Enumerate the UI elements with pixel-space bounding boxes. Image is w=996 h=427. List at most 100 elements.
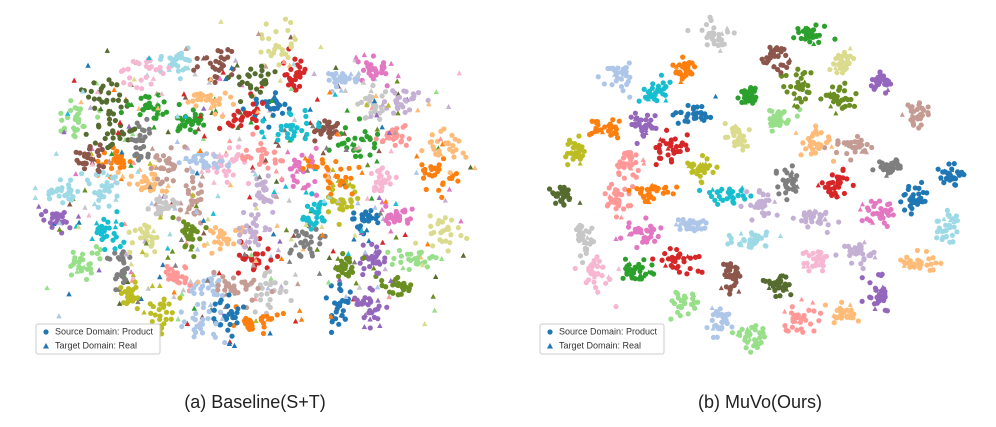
point	[279, 175, 285, 181]
point	[376, 303, 382, 309]
point	[302, 66, 308, 72]
point	[258, 73, 264, 79]
point	[816, 318, 822, 324]
point	[909, 104, 915, 110]
point	[207, 76, 214, 82]
point	[637, 268, 643, 274]
point	[572, 141, 578, 147]
point	[156, 193, 163, 199]
point	[668, 316, 674, 322]
point	[809, 133, 815, 139]
point	[928, 261, 934, 267]
point	[673, 70, 679, 76]
point	[685, 102, 691, 109]
point	[182, 155, 189, 161]
point	[622, 256, 629, 262]
point	[270, 112, 276, 118]
point	[683, 69, 689, 75]
point	[845, 97, 851, 103]
point	[200, 217, 207, 223]
point	[157, 274, 163, 280]
point	[262, 81, 268, 87]
point	[371, 314, 377, 320]
point	[349, 191, 355, 197]
point	[200, 135, 207, 141]
point	[855, 142, 861, 148]
legend-label: Source Domain: Product	[55, 326, 154, 336]
point	[882, 288, 888, 295]
point	[823, 209, 829, 215]
point	[115, 97, 121, 103]
point	[146, 100, 152, 106]
point	[369, 253, 375, 259]
point	[121, 239, 127, 245]
point	[335, 197, 342, 203]
point	[772, 198, 778, 204]
point	[156, 157, 163, 163]
point	[859, 298, 865, 304]
point	[406, 285, 412, 291]
point	[394, 282, 400, 288]
point	[279, 47, 285, 53]
point	[217, 157, 223, 163]
point	[627, 261, 633, 266]
point	[102, 135, 108, 142]
point	[681, 60, 688, 67]
point	[887, 165, 893, 171]
point	[304, 131, 310, 137]
point	[710, 334, 717, 340]
point	[139, 249, 146, 255]
point	[290, 173, 296, 179]
point	[699, 27, 705, 33]
point	[637, 271, 643, 277]
point	[368, 110, 374, 116]
point	[137, 112, 143, 118]
point	[379, 138, 385, 145]
point	[622, 186, 628, 192]
point	[126, 229, 132, 235]
point	[689, 71, 695, 77]
point	[951, 161, 957, 167]
point	[742, 196, 748, 202]
point	[96, 163, 102, 169]
point	[648, 183, 654, 189]
point	[650, 196, 657, 202]
point	[193, 208, 200, 215]
point	[361, 51, 368, 58]
point	[64, 191, 70, 197]
point	[223, 172, 229, 179]
point	[653, 161, 659, 168]
point	[732, 123, 738, 128]
point	[772, 119, 778, 125]
point	[273, 29, 279, 35]
point	[783, 327, 789, 333]
point	[398, 139, 404, 145]
point	[442, 197, 449, 203]
point	[621, 160, 627, 167]
point	[225, 303, 231, 309]
point	[270, 209, 276, 215]
point	[163, 309, 170, 315]
point	[616, 171, 622, 178]
point	[366, 310, 372, 316]
point	[817, 143, 823, 148]
point	[294, 168, 300, 174]
legend-label: Target Domain: Real	[559, 340, 641, 350]
point	[795, 314, 802, 321]
point	[288, 136, 295, 142]
point	[248, 119, 254, 125]
point	[97, 256, 103, 262]
point	[165, 271, 171, 277]
point	[636, 229, 642, 235]
point	[113, 196, 119, 202]
point	[135, 298, 141, 305]
point	[724, 25, 730, 31]
point	[848, 260, 855, 266]
point	[112, 250, 118, 256]
point	[424, 264, 431, 270]
point	[642, 198, 648, 205]
point	[118, 104, 124, 110]
point	[680, 54, 686, 60]
point	[137, 132, 143, 139]
point	[78, 99, 84, 105]
